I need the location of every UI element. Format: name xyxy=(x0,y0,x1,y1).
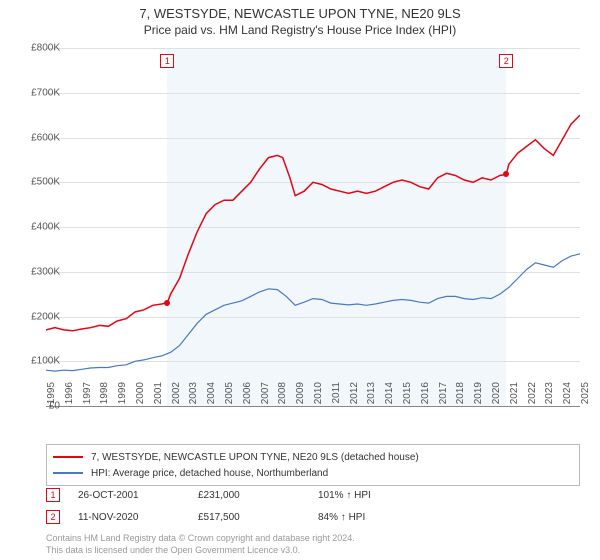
sale-row: 1 26-OCT-2001 £231,000 101% ↑ HPI xyxy=(46,488,580,502)
x-tick-label: 1996 xyxy=(64,382,75,412)
series-hpi xyxy=(46,254,580,371)
sale-marker-number: 2 xyxy=(499,54,513,68)
x-tick-label: 2024 xyxy=(562,382,573,412)
y-tick-label: £700K xyxy=(16,87,60,98)
x-tick-label: 2021 xyxy=(509,382,520,412)
y-tick-label: £600K xyxy=(16,132,60,143)
x-tick-label: 2022 xyxy=(527,382,538,412)
sale-pct: 101% ↑ HPI xyxy=(318,490,438,501)
x-tick-label: 2016 xyxy=(420,382,431,412)
chart-title: 7, WESTSYDE, NEWCASTLE UPON TYNE, NE20 9… xyxy=(0,6,600,21)
x-tick-label: 2008 xyxy=(277,382,288,412)
plot-svg xyxy=(46,48,580,406)
footer: Contains HM Land Registry data © Crown c… xyxy=(46,532,355,556)
sale-marker-box: 2 xyxy=(46,510,60,524)
chart-subtitle: Price paid vs. HM Land Registry's House … xyxy=(0,23,600,37)
x-tick-label: 2015 xyxy=(402,382,413,412)
x-tick-label: 1999 xyxy=(117,382,128,412)
x-tick-label: 2003 xyxy=(188,382,199,412)
x-tick-label: 2018 xyxy=(455,382,466,412)
sale-row: 2 11-NOV-2020 £517,500 84% ↑ HPI xyxy=(46,510,580,524)
sale-pct: 84% ↑ HPI xyxy=(318,512,438,523)
sale-marker-dot xyxy=(503,171,509,177)
x-tick-label: 2004 xyxy=(206,382,217,412)
x-tick-label: 2017 xyxy=(438,382,449,412)
sale-price: £517,500 xyxy=(198,512,318,523)
x-tick-label: 2012 xyxy=(349,382,360,412)
footer-line: Contains HM Land Registry data © Crown c… xyxy=(46,532,355,544)
y-tick-label: £500K xyxy=(16,177,60,188)
y-tick-label: £300K xyxy=(16,266,60,277)
legend-label: HPI: Average price, detached house, Nort… xyxy=(91,468,328,479)
y-tick-label: £400K xyxy=(16,222,60,233)
x-tick-label: 2009 xyxy=(295,382,306,412)
sale-marker-dot xyxy=(164,300,170,306)
legend-swatch xyxy=(53,472,83,474)
legend-label: 7, WESTSYDE, NEWCASTLE UPON TYNE, NE20 9… xyxy=(91,452,419,463)
chart-container: 7, WESTSYDE, NEWCASTLE UPON TYNE, NE20 9… xyxy=(0,0,600,560)
sale-marker-box: 1 xyxy=(46,488,60,502)
x-tick-label: 2000 xyxy=(135,382,146,412)
x-tick-label: 2002 xyxy=(171,382,182,412)
legend-item: HPI: Average price, detached house, Nort… xyxy=(53,465,573,481)
legend-item: 7, WESTSYDE, NEWCASTLE UPON TYNE, NE20 9… xyxy=(53,449,573,465)
x-tick-label: 2020 xyxy=(491,382,502,412)
y-tick-label: £200K xyxy=(16,311,60,322)
x-tick-label: 1997 xyxy=(82,382,93,412)
footer-line: This data is licensed under the Open Gov… xyxy=(46,544,355,556)
sale-date: 11-NOV-2020 xyxy=(78,512,198,523)
y-tick-label: £800K xyxy=(16,43,60,54)
plot-area xyxy=(46,48,580,406)
x-tick-label: 2010 xyxy=(313,382,324,412)
legend: 7, WESTSYDE, NEWCASTLE UPON TYNE, NE20 9… xyxy=(46,444,580,486)
sale-price: £231,000 xyxy=(198,490,318,501)
x-tick-label: 2013 xyxy=(366,382,377,412)
x-tick-label: 2023 xyxy=(544,382,555,412)
x-tick-label: 2001 xyxy=(153,382,164,412)
x-tick-label: 2019 xyxy=(473,382,484,412)
x-tick-label: 1998 xyxy=(99,382,110,412)
x-tick-label: 2011 xyxy=(331,382,342,412)
x-tick-label: 2006 xyxy=(242,382,253,412)
sale-date: 26-OCT-2001 xyxy=(78,490,198,501)
sale-marker-number: 1 xyxy=(160,54,174,68)
y-tick-label: £100K xyxy=(16,356,60,367)
x-tick-label: 2005 xyxy=(224,382,235,412)
legend-swatch xyxy=(53,456,83,458)
x-tick-label: 2025 xyxy=(580,382,591,412)
title-block: 7, WESTSYDE, NEWCASTLE UPON TYNE, NE20 9… xyxy=(0,0,600,37)
x-tick-label: 1995 xyxy=(46,382,57,412)
x-tick-label: 2007 xyxy=(260,382,271,412)
x-tick-label: 2014 xyxy=(384,382,395,412)
